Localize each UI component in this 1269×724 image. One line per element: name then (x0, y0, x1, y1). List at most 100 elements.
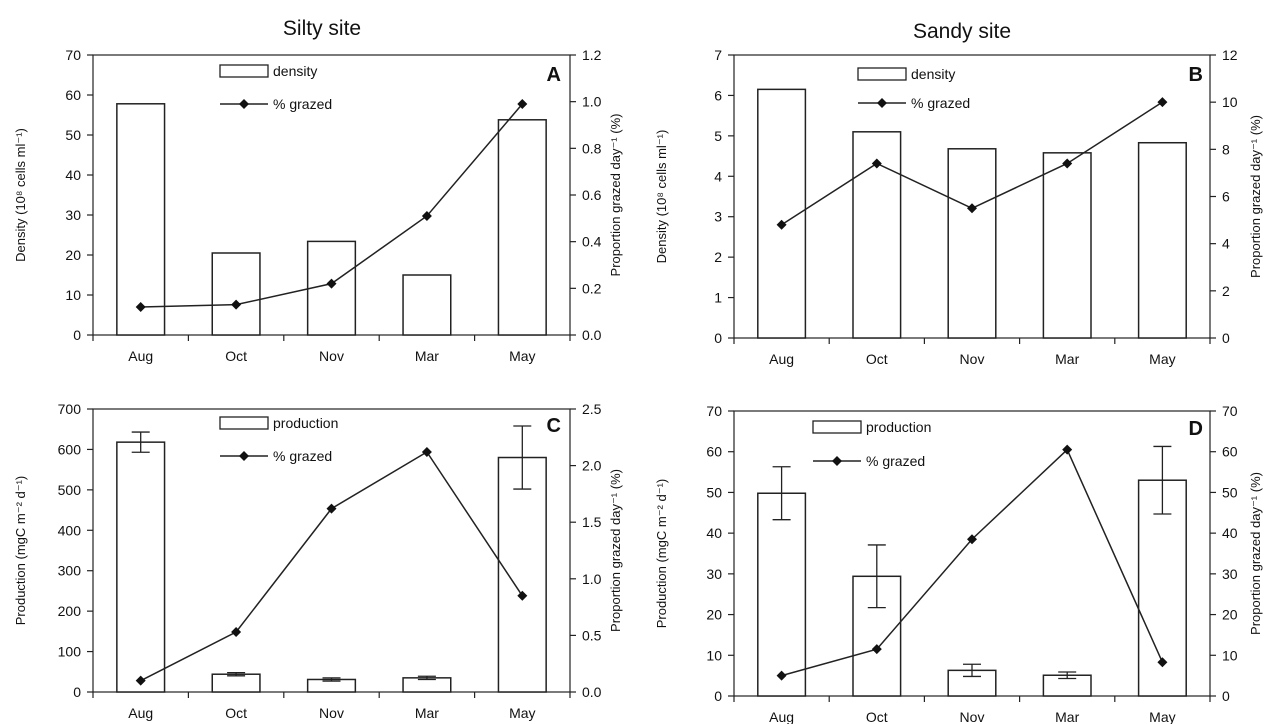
y2-tick-label: 1.2 (582, 47, 602, 63)
x-tick-label: May (509, 705, 535, 721)
y2-tick-label: 10 (1222, 647, 1238, 663)
point-pct-grazed-may (1157, 97, 1168, 108)
bar-production-aug (757, 492, 807, 697)
point-pct-grazed-oct (871, 644, 882, 655)
x-tick-label: Aug (128, 348, 153, 364)
bar-density-mar (402, 274, 452, 336)
point-pct-grazed-aug (776, 219, 787, 230)
x-tick-label: Aug (769, 351, 794, 367)
bar-density-aug (116, 103, 166, 336)
bar-production-aug (116, 441, 166, 693)
legend-bar-swatch (857, 67, 907, 81)
y2-tick-label: 0.0 (582, 327, 602, 343)
panel-label: D (1189, 418, 1203, 440)
y2-tick-label: 50 (1222, 484, 1238, 500)
y2-tick-label: 4 (1222, 236, 1230, 252)
y2-tick-label: 0.8 (582, 140, 602, 156)
y2-tick-label: 0 (1222, 330, 1230, 346)
legend-bar-label: production (273, 415, 338, 431)
x-tick-label: Mar (415, 348, 439, 364)
y-tick-label: 0 (714, 330, 722, 346)
x-tick-label: Mar (415, 705, 439, 721)
bar-density-aug (757, 88, 807, 339)
y2-axis-label: Proportion grazed day⁻¹ (%) (608, 114, 623, 277)
legend-line-label: % grazed (866, 453, 925, 469)
point-pct-grazed-mar (421, 447, 432, 458)
legend-diamond-icon (832, 456, 842, 466)
bar-density-may (497, 119, 547, 336)
x-tick-label: May (509, 348, 535, 364)
bar-density-oct (211, 252, 261, 336)
y2-axis-label: Proportion grazed day⁻¹ (%) (1248, 472, 1263, 635)
y2-axis-label: Proportion grazed day⁻¹ (%) (608, 469, 623, 632)
y-tick-label: 70 (65, 47, 81, 63)
point-pct-grazed-nov (326, 278, 337, 289)
y-tick-label: 60 (706, 444, 722, 460)
y2-tick-label: 10 (1222, 94, 1238, 110)
x-tick-label: Nov (960, 351, 985, 367)
legend-bar-label: production (866, 419, 931, 435)
y-axis-label: Production (mgC m⁻² d⁻¹) (654, 479, 669, 629)
y-tick-label: 6 (714, 87, 722, 103)
y-tick-label: 2 (714, 249, 722, 265)
line-pct-grazed (140, 451, 523, 682)
point-pct-grazed-oct (871, 158, 882, 169)
y-tick-label: 30 (65, 207, 81, 223)
y2-tick-label: 0.6 (582, 187, 602, 203)
point-pct-grazed-aug (135, 675, 146, 686)
point-pct-grazed-may (1157, 657, 1168, 668)
x-tick-label: Oct (225, 348, 247, 364)
point-pct-grazed-nov (967, 203, 977, 214)
x-tick-label: May (1149, 709, 1175, 724)
y-tick-label: 30 (706, 566, 722, 582)
panel-d: 0 10 20 30 40 50 60 70 0 10 20 30 40 50 60 70 Aug Oct Nov M… (654, 403, 1263, 724)
point-pct-grazed-aug (135, 302, 146, 312)
point-pct-grazed-oct (231, 299, 242, 310)
x-tick-label: Oct (225, 705, 247, 721)
y-tick-label: 10 (706, 647, 722, 663)
panel-label: A (547, 64, 561, 86)
y-tick-label: 20 (706, 607, 722, 623)
point-pct-grazed-nov (326, 503, 337, 514)
y-tick-label: 400 (58, 522, 82, 538)
y2-tick-label: 0 (1222, 688, 1230, 704)
y-tick-label: 10 (65, 287, 81, 303)
legend-diamond-icon (877, 98, 887, 108)
y-tick-label: 0 (714, 688, 722, 704)
sandy-site-title: Sandy site (913, 20, 1011, 43)
y2-tick-label: 1.5 (582, 514, 602, 530)
line-pct-grazed (781, 448, 1164, 677)
y-tick-label: 200 (58, 603, 82, 619)
y-tick-label: 7 (714, 47, 722, 63)
y-tick-label: 70 (706, 403, 722, 419)
legend-bar-label: density (273, 63, 317, 79)
legend-line-label: % grazed (911, 95, 970, 111)
y-tick-label: 0 (73, 327, 81, 343)
point-pct-grazed-oct (231, 627, 242, 638)
point-pct-grazed-aug (776, 670, 787, 681)
y-tick-label: 4 (714, 168, 722, 184)
y-tick-label: 300 (58, 563, 82, 579)
y-tick-label: 0 (73, 684, 81, 700)
bar-density-mar (1042, 152, 1092, 339)
panel-label: C (547, 415, 561, 437)
x-tick-label: Nov (319, 705, 344, 721)
panel-label: B (1189, 64, 1203, 86)
y2-tick-label: 6 (1222, 189, 1230, 205)
x-tick-label: Nov (319, 348, 344, 364)
y-tick-label: 40 (706, 525, 722, 541)
legend-diamond-icon (239, 99, 249, 109)
y-tick-label: 600 (58, 441, 82, 457)
bar-production-oct (211, 673, 261, 693)
x-tick-label: Aug (769, 709, 794, 724)
y2-axis-label: Proportion grazed day⁻¹ (%) (1248, 115, 1263, 278)
y2-tick-label: 0.4 (582, 234, 602, 250)
y-axis-label: Density (10⁸ cells ml⁻¹) (654, 130, 669, 264)
legend-line-label: % grazed (273, 448, 332, 464)
y2-tick-label: 1.0 (582, 571, 602, 587)
y2-tick-label: 0.0 (582, 684, 602, 700)
y-tick-label: 1 (714, 290, 722, 306)
bar-production-may (497, 456, 547, 693)
y-tick-label: 60 (65, 87, 81, 103)
